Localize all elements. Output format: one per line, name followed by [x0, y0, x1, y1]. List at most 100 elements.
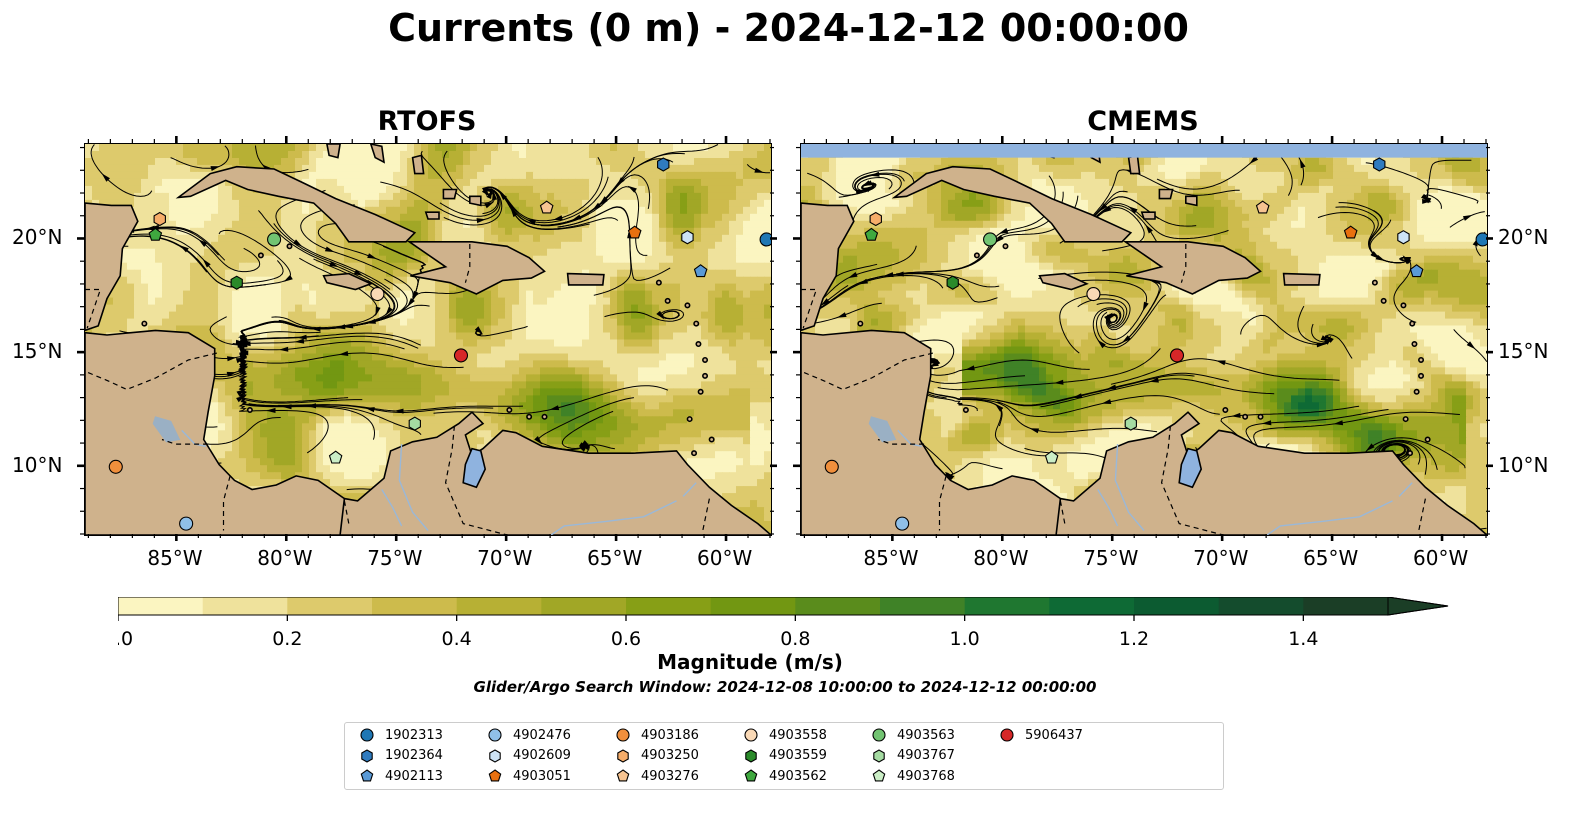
float-marker-1902364	[1373, 157, 1386, 172]
colorbar-tick-label: 0.4	[442, 628, 472, 647]
legend-label: 4902113	[385, 768, 443, 784]
legend-marker-icon	[616, 769, 630, 782]
colorbar-tick-label: 1.4	[1288, 628, 1318, 647]
legend-item: 1902364	[359, 748, 443, 764]
float-marker-4903562	[864, 227, 879, 241]
float-marker-1902313	[759, 232, 771, 247]
land-layer	[801, 144, 1487, 535]
y-tick-label: 10°N	[12, 452, 63, 477]
rtofs-map-panel	[84, 143, 772, 536]
legend-marker-icon	[617, 748, 629, 763]
cmems-no-data-band	[801, 144, 1487, 158]
legend-label: 4903276	[641, 768, 699, 784]
float-marker-4902609	[681, 230, 694, 245]
legend-marker-icon	[873, 748, 885, 763]
panel-title-rtofs: RTOFS	[377, 106, 477, 137]
float-marker-4903558	[1086, 286, 1101, 302]
float-marker-4903562	[148, 227, 163, 241]
colorbar: 0.0 0.2 0.4 0.6 0.8 1.0 1.2 1.4	[118, 597, 1449, 647]
colorbar-segment	[626, 597, 712, 615]
legend-label: 4903250	[641, 748, 699, 763]
legend-item: 4903276	[615, 768, 699, 784]
figure-title: Currents (0 m) - 2024-12-12 00:00:00	[388, 6, 1189, 50]
legend-item: 4903563	[871, 727, 955, 743]
x-tick-label: 75°W	[1083, 546, 1139, 570]
rivers	[897, 429, 1413, 535]
colorbar-label: Magnitude (m/s)	[657, 650, 843, 674]
colorbar-tick-label: 0.0	[118, 628, 133, 647]
float-marker-4903250	[153, 211, 166, 227]
legend-label: 4903563	[897, 727, 955, 743]
float-marker-4902113	[1409, 264, 1424, 278]
float-marker-4903558	[370, 286, 385, 302]
legend-symbol	[617, 748, 629, 763]
legend-item: 4902476	[487, 727, 571, 743]
colorbar-segment	[710, 597, 796, 615]
y-tick-label: 20°N	[1498, 225, 1549, 250]
float-marker-4903767	[1124, 416, 1137, 431]
x-tick-label: 85°W	[147, 546, 203, 570]
legend-item: 4903250	[615, 748, 699, 764]
float-marker-4903563	[267, 232, 282, 247]
float-marker-4903186	[108, 459, 123, 474]
legend-marker-icon	[1000, 728, 1014, 742]
legend-symbol	[873, 748, 885, 763]
legend-label: 4903051	[513, 768, 571, 784]
legend-symbol	[360, 728, 374, 742]
x-tick-label: 60°W	[1413, 546, 1469, 570]
float-marker-4903767	[408, 416, 421, 431]
float-marker-4902609	[1397, 230, 1410, 245]
legend-marker-icon	[361, 748, 373, 763]
search-window-text: Glider/Argo Search Window: 2024-12-08 10…	[473, 678, 1097, 696]
legend-marker-icon	[744, 728, 758, 742]
rivers	[181, 429, 697, 535]
float-marker-4902476	[895, 516, 910, 531]
panel-title-cmems: CMEMS	[1087, 106, 1199, 137]
x-tick-label: 65°W	[587, 546, 643, 570]
legend-symbol	[616, 769, 630, 782]
land-layer	[85, 144, 771, 535]
legend-item: 4902113	[359, 768, 443, 784]
legend-label: 4903562	[769, 768, 827, 784]
legend-label: 4903767	[897, 748, 955, 763]
float-marker-5906437	[453, 348, 469, 363]
x-tick-label: 70°W	[1193, 546, 1249, 570]
legend-item: 5906437	[999, 727, 1083, 743]
legend-marker-icon	[360, 728, 374, 742]
y-tick-label: 15°N	[12, 339, 63, 364]
x-tick-label: 80°W	[973, 546, 1029, 570]
legend-label: 4902609	[513, 748, 571, 763]
colorbar-tick-label: 0.8	[780, 628, 810, 647]
legend-label: 4903768	[897, 768, 955, 784]
float-marker-5906437	[1169, 348, 1185, 363]
legend-item: 4903767	[871, 748, 955, 764]
legend-symbol	[361, 748, 373, 763]
colorbar-segment	[287, 597, 373, 615]
y-tick-label: 20°N	[12, 225, 63, 250]
legend-label: 4903558	[769, 727, 827, 743]
float-marker-4903559	[230, 275, 243, 290]
legend-marker-icon	[360, 769, 374, 782]
legend: 1902313 1902364 4902113 4902476 4902609 49030…	[344, 722, 1224, 790]
legend-item: 4902609	[487, 748, 571, 764]
float-marker-1902313	[1475, 232, 1487, 247]
x-tick-label: 60°W	[697, 546, 753, 570]
legend-label: 4902476	[513, 727, 571, 743]
legend-symbol	[489, 748, 501, 763]
float-marker-4903250	[869, 211, 882, 227]
colorbar-tick-label: 1.2	[1119, 628, 1149, 647]
legend-symbol	[745, 748, 757, 763]
float-marker-4903276	[1255, 200, 1270, 214]
colorbar-segment	[1303, 597, 1389, 615]
x-tick-label: 70°W	[477, 546, 533, 570]
rtofs-current-field	[85, 144, 771, 535]
legend-label: 4903186	[641, 727, 699, 743]
legend-marker-icon	[744, 769, 758, 782]
legend-item: 4903559	[743, 748, 827, 764]
cmems-current-field	[801, 144, 1487, 535]
float-marker-4902113	[693, 264, 708, 278]
legend-item: 4903051	[487, 768, 571, 784]
float-marker-1902364	[657, 157, 670, 172]
legend-item: 4903186	[615, 727, 699, 743]
legend-label: 1902364	[385, 748, 443, 763]
